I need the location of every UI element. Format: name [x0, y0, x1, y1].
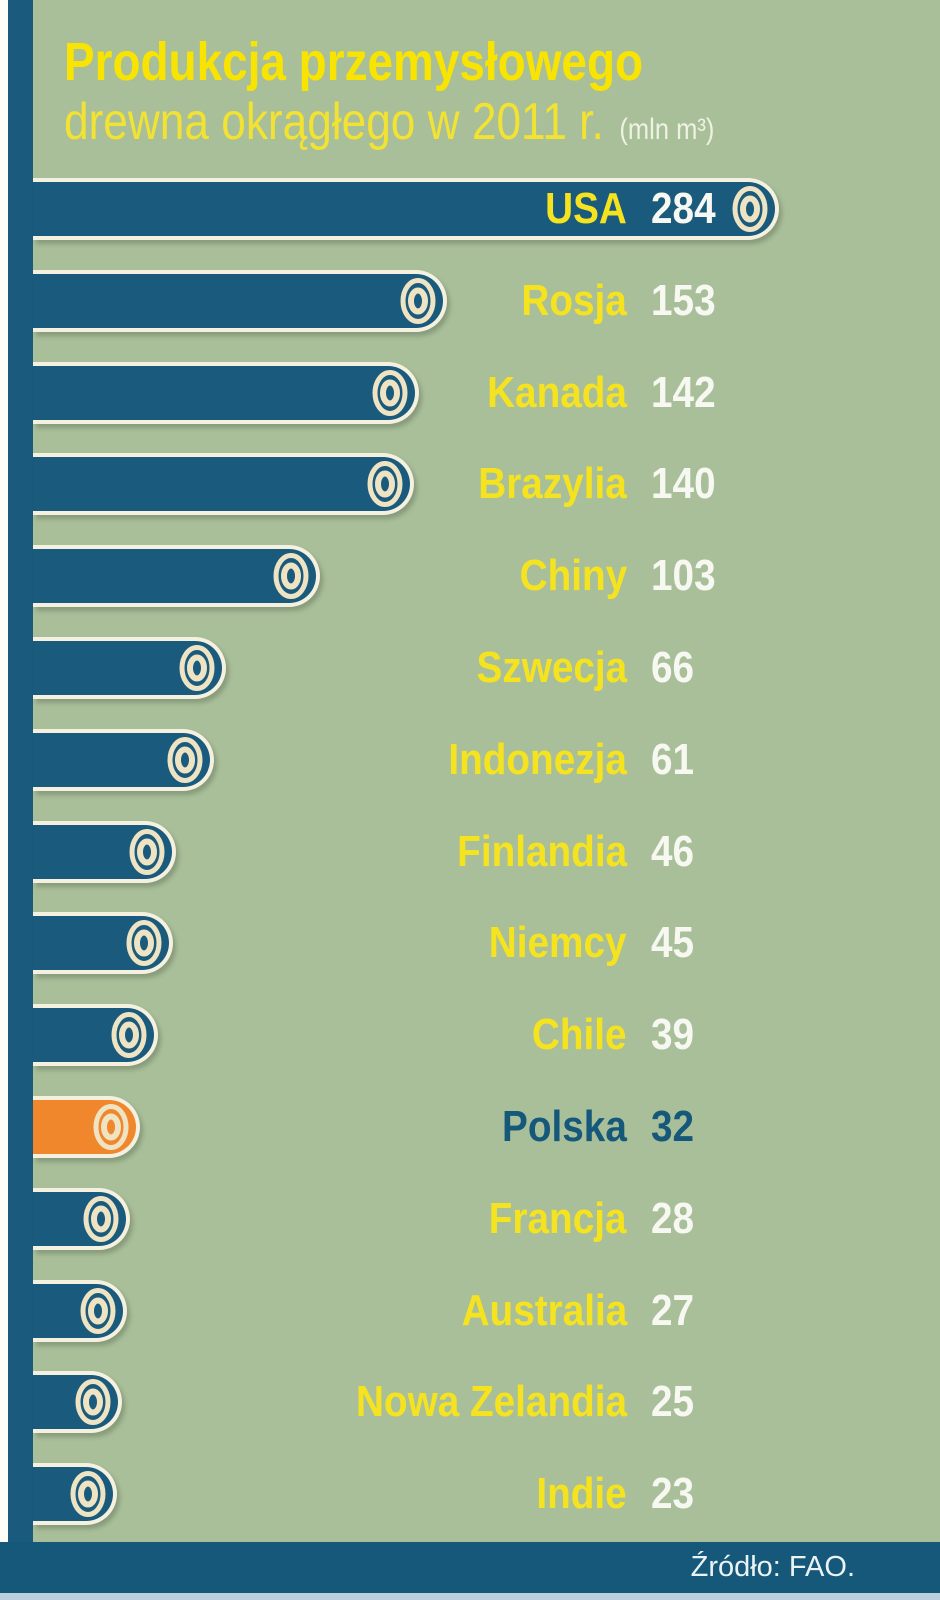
bar-rows-container: USA 284 Rosja 153 Kanada 142 [0, 178, 940, 1525]
bar [33, 453, 414, 515]
chart-row: Finlandia 46 [0, 821, 940, 883]
bar [33, 178, 779, 240]
country-label: Finlandia [457, 827, 627, 876]
chart-row: Niemcy 45 [0, 912, 940, 974]
chart-title-block: Produkcja przemysłowego drewna okrągłego… [64, 34, 829, 149]
row-labels: Polska 32 [0, 1096, 940, 1158]
value-label: 45 [651, 918, 695, 967]
country-label: Indie [536, 1469, 627, 1518]
bar [33, 729, 214, 791]
chart-row: Francja 28 [0, 1188, 940, 1250]
country-label: Indonezja [448, 735, 627, 784]
log-end-icon [80, 1288, 116, 1334]
source-label: Źródło: FAO. [690, 1551, 855, 1583]
axis-baseline-strip [8, 0, 33, 1542]
value-label: 140 [651, 459, 716, 508]
value-label: 28 [651, 1194, 695, 1243]
log-end-icon [111, 1012, 147, 1058]
chart-title-text: Produkcja przemysłowego [64, 32, 644, 92]
chart-row: Indie 23 [0, 1463, 940, 1525]
value-label: 23 [651, 1469, 695, 1518]
bar [33, 821, 176, 883]
country-label: Francja [489, 1194, 627, 1243]
country-label: Niemcy [489, 918, 627, 967]
value-label: 39 [651, 1010, 695, 1059]
log-end-icon [273, 553, 309, 599]
country-label: Chile [532, 1010, 627, 1059]
chart-row: Indonezja 61 [0, 729, 940, 791]
bar [33, 1280, 127, 1342]
chart-row: Nowa Zelandia 25 [0, 1371, 940, 1433]
value-label: 142 [651, 368, 716, 417]
log-end-icon [75, 1379, 111, 1425]
bar [33, 1463, 117, 1525]
log-end-icon [167, 737, 203, 783]
log-end-icon [400, 278, 436, 324]
row-labels: Indie 23 [0, 1463, 940, 1525]
bar [33, 1188, 130, 1250]
value-label: 66 [651, 643, 695, 692]
bar [33, 1371, 122, 1433]
chart-unit-label: (mln m³) [619, 112, 715, 146]
bar [33, 912, 173, 974]
row-labels: Nowa Zelandia 25 [0, 1371, 940, 1433]
country-label: Kanada [487, 368, 627, 417]
chart-row: Polska 32 [0, 1096, 940, 1158]
log-end-icon [126, 920, 162, 966]
value-label: 25 [651, 1377, 695, 1426]
log-end-icon [83, 1196, 119, 1242]
value-label: 32 [651, 1102, 695, 1151]
chart-row: USA 284 [0, 178, 940, 240]
bar [33, 545, 320, 607]
log-end-icon [129, 829, 165, 875]
country-label: Szwecja [476, 643, 627, 692]
chart-row: Rosja 153 [0, 270, 940, 332]
value-label: 103 [651, 551, 716, 600]
country-label: Nowa Zelandia [355, 1377, 627, 1426]
chart-title-line1: Produkcja przemysłowego [64, 34, 829, 91]
bar [33, 1004, 158, 1066]
chart-row: Chile 39 [0, 1004, 940, 1066]
value-label: 27 [651, 1286, 695, 1335]
country-label: Brazylia [478, 459, 627, 508]
log-end-icon [93, 1104, 129, 1150]
country-label: Australia [461, 1286, 627, 1335]
chart-row: Kanada 142 [0, 362, 940, 424]
bar [33, 270, 447, 332]
row-labels: Francja 28 [0, 1188, 940, 1250]
footer-bar: Źródło: FAO. [0, 1542, 940, 1593]
country-label: Rosja [521, 276, 627, 325]
row-labels: Australia 27 [0, 1280, 940, 1342]
value-label: 61 [651, 735, 695, 784]
bar [33, 1096, 140, 1158]
chart-subtitle-text: drewna okrągłego w 2011 r. [64, 92, 604, 151]
chart-row: Chiny 103 [0, 545, 940, 607]
value-label: 153 [651, 276, 716, 325]
chart-row: Brazylia 140 [0, 453, 940, 515]
bar [33, 637, 226, 699]
bar [33, 362, 419, 424]
chart-row: Szwecja 66 [0, 637, 940, 699]
log-end-icon [70, 1471, 106, 1517]
chart-title-line2: drewna okrągłego w 2011 r. (mln m³) [64, 92, 829, 151]
log-end-icon [732, 186, 768, 232]
log-end-icon [372, 370, 408, 416]
country-label: Chiny [519, 551, 627, 600]
log-end-icon [367, 461, 403, 507]
chart-subtitle-wrap: drewna okrągłego w 2011 r. (mln m³) [64, 92, 715, 151]
value-label: 46 [651, 827, 695, 876]
country-label: Polska [502, 1102, 627, 1151]
chart-row: Australia 27 [0, 1280, 940, 1342]
log-end-icon [179, 645, 215, 691]
bottom-edge-strip [0, 1593, 940, 1600]
